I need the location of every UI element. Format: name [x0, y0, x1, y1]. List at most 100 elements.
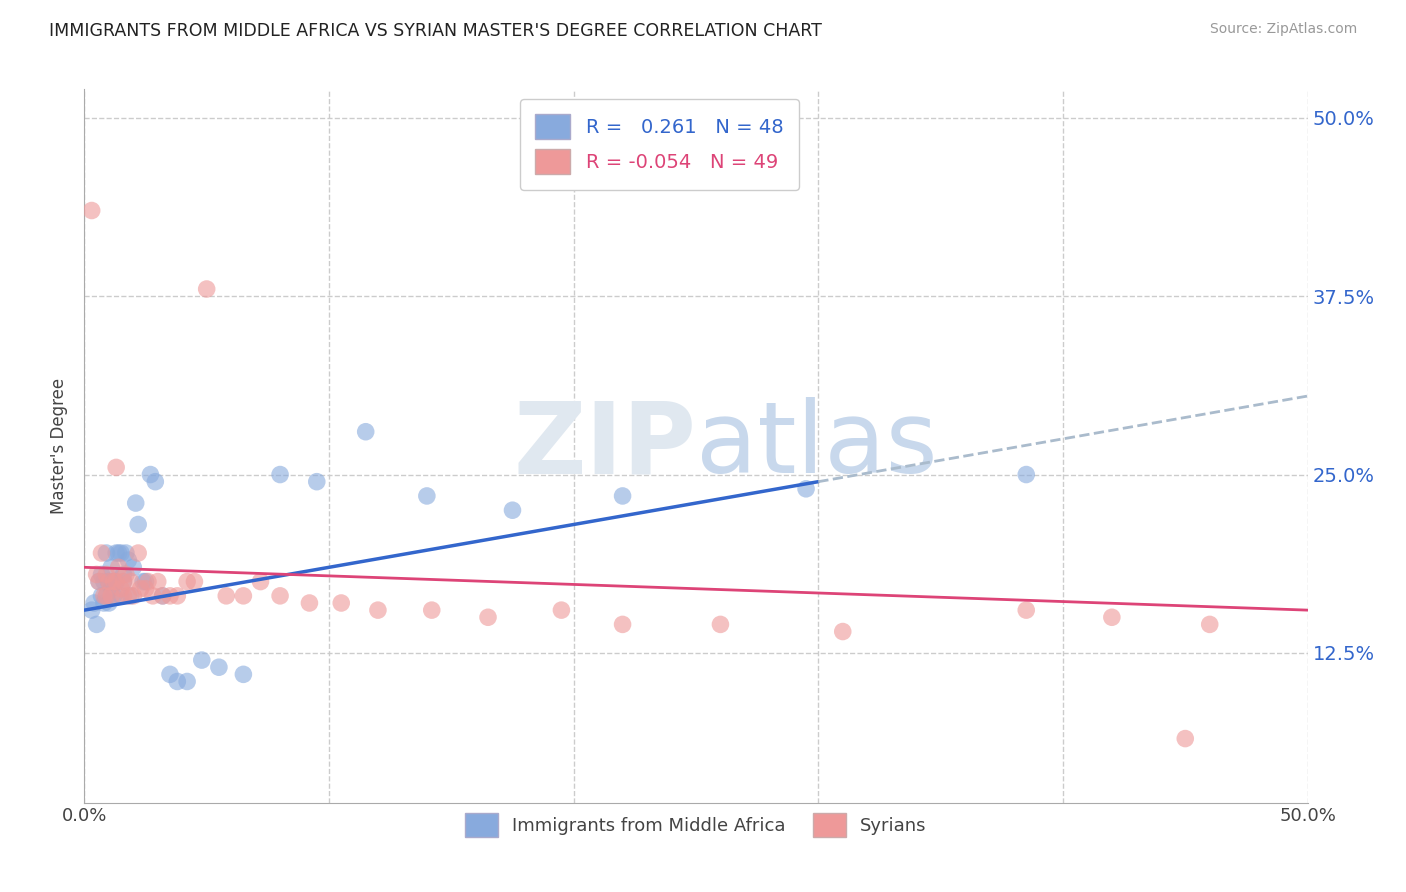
Point	[354, 425, 377, 439]
Point	[135, 574, 157, 589]
Point	[97, 596, 120, 610]
Point	[176, 674, 198, 689]
Point	[100, 589, 122, 603]
Point	[117, 589, 139, 603]
Point	[112, 574, 135, 589]
Point	[159, 667, 181, 681]
Point	[107, 546, 129, 560]
Legend: Immigrants from Middle Africa, Syrians: Immigrants from Middle Africa, Syrians	[458, 806, 934, 844]
Point	[86, 567, 108, 582]
Point	[416, 489, 439, 503]
Point	[129, 582, 152, 596]
Point	[135, 582, 157, 596]
Point	[90, 546, 112, 560]
Point	[117, 553, 139, 567]
Point	[1015, 467, 1038, 482]
Point	[96, 589, 118, 603]
Point	[132, 574, 155, 589]
Point	[105, 546, 128, 560]
Point	[195, 282, 218, 296]
Point	[794, 482, 817, 496]
Point	[166, 589, 188, 603]
Point	[100, 560, 122, 574]
Point	[305, 475, 328, 489]
Point	[159, 589, 181, 603]
Point	[100, 582, 122, 596]
Point	[477, 610, 499, 624]
Point	[120, 574, 142, 589]
Point	[176, 574, 198, 589]
Point	[97, 574, 120, 589]
Point	[1198, 617, 1220, 632]
Point	[367, 603, 389, 617]
Point	[80, 203, 103, 218]
Point	[93, 589, 115, 603]
Point	[105, 574, 128, 589]
Point	[97, 574, 120, 589]
Text: 0.0%: 0.0%	[62, 806, 107, 824]
Point	[502, 503, 524, 517]
Point	[112, 567, 135, 582]
Point	[93, 596, 115, 610]
Text: atlas: atlas	[696, 398, 938, 494]
Point	[232, 667, 254, 681]
Point	[110, 582, 132, 596]
Point	[208, 660, 231, 674]
Point	[122, 560, 145, 574]
Point	[831, 624, 853, 639]
Point	[1101, 610, 1123, 624]
Point	[112, 589, 135, 603]
Point	[127, 517, 149, 532]
Point	[127, 546, 149, 560]
Point	[136, 574, 159, 589]
Point	[96, 589, 118, 603]
Point	[183, 574, 205, 589]
Point	[110, 589, 132, 603]
Point	[93, 574, 115, 589]
Point	[96, 546, 118, 560]
Point	[83, 596, 105, 610]
Point	[115, 546, 138, 560]
Point	[87, 574, 110, 589]
Point	[612, 489, 634, 503]
Text: 50.0%: 50.0%	[1279, 806, 1336, 824]
Point	[152, 589, 174, 603]
Point	[115, 567, 138, 582]
Point	[107, 560, 129, 574]
Point	[80, 603, 103, 617]
Point	[110, 546, 132, 560]
Point	[612, 617, 634, 632]
Point	[112, 574, 135, 589]
Point	[1174, 731, 1197, 746]
Point	[709, 617, 731, 632]
Point	[120, 589, 142, 603]
Text: ZIP: ZIP	[513, 398, 696, 494]
Point	[152, 589, 174, 603]
Point	[105, 574, 128, 589]
Point	[142, 589, 165, 603]
Point	[550, 603, 572, 617]
Point	[330, 596, 353, 610]
Point	[298, 596, 321, 610]
Point	[125, 496, 148, 510]
Point	[269, 589, 291, 603]
Text: IMMIGRANTS FROM MIDDLE AFRICA VS SYRIAN MASTER'S DEGREE CORRELATION CHART: IMMIGRANTS FROM MIDDLE AFRICA VS SYRIAN …	[49, 22, 823, 40]
Point	[1015, 603, 1038, 617]
Point	[122, 589, 145, 603]
Point	[215, 589, 238, 603]
Point	[139, 467, 162, 482]
Point	[86, 617, 108, 632]
Point	[87, 574, 110, 589]
Y-axis label: Master's Degree: Master's Degree	[51, 378, 69, 514]
Point	[191, 653, 214, 667]
Point	[143, 475, 166, 489]
Point	[146, 574, 169, 589]
Point	[269, 467, 291, 482]
Point	[103, 574, 125, 589]
Point	[232, 589, 254, 603]
Point	[105, 460, 128, 475]
Point	[96, 567, 118, 582]
Point	[90, 589, 112, 603]
Point	[249, 574, 271, 589]
Text: Source: ZipAtlas.com: Source: ZipAtlas.com	[1209, 22, 1357, 37]
